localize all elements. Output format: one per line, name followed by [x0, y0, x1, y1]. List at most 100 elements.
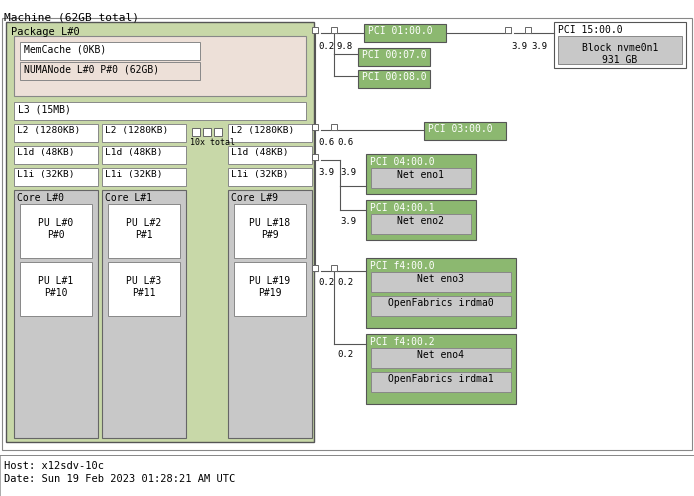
- FancyBboxPatch shape: [234, 262, 306, 316]
- Text: OpenFabrics irdma0: OpenFabrics irdma0: [388, 298, 494, 308]
- FancyBboxPatch shape: [102, 168, 186, 186]
- FancyBboxPatch shape: [14, 190, 98, 438]
- Text: PCI 15:00.0: PCI 15:00.0: [558, 25, 623, 35]
- FancyBboxPatch shape: [366, 200, 476, 240]
- Text: PCI 00:08.0: PCI 00:08.0: [362, 72, 427, 82]
- Text: PU L#2
P#1: PU L#2 P#1: [126, 218, 162, 240]
- Text: PCI 04:00.1: PCI 04:00.1: [370, 203, 434, 213]
- FancyBboxPatch shape: [20, 262, 92, 316]
- Text: L1i (32KB): L1i (32KB): [231, 170, 289, 179]
- Text: Net eno4: Net eno4: [418, 350, 464, 360]
- Text: 0.6: 0.6: [318, 138, 334, 147]
- Text: Core L#1: Core L#1: [105, 193, 152, 203]
- FancyBboxPatch shape: [312, 124, 318, 130]
- FancyBboxPatch shape: [0, 455, 694, 496]
- FancyBboxPatch shape: [554, 22, 686, 68]
- Text: PU L#18
P#9: PU L#18 P#9: [249, 218, 291, 240]
- Text: L3 (15MB): L3 (15MB): [18, 104, 71, 114]
- Text: Block nvme0n1
931 GB: Block nvme0n1 931 GB: [582, 43, 658, 64]
- Text: 3.9: 3.9: [511, 42, 527, 51]
- FancyBboxPatch shape: [331, 27, 337, 33]
- FancyBboxPatch shape: [14, 146, 98, 164]
- Text: PCI 04:00.0: PCI 04:00.0: [370, 157, 434, 167]
- Text: NUMANode L#0 P#0 (62GB): NUMANode L#0 P#0 (62GB): [24, 64, 159, 74]
- Text: OpenFabrics irdma1: OpenFabrics irdma1: [388, 374, 494, 384]
- Text: 3.9: 3.9: [531, 42, 547, 51]
- FancyBboxPatch shape: [228, 146, 312, 164]
- Text: Core L#9: Core L#9: [231, 193, 278, 203]
- FancyBboxPatch shape: [371, 214, 471, 234]
- FancyBboxPatch shape: [228, 190, 312, 438]
- Text: 0.2: 0.2: [318, 42, 334, 51]
- FancyBboxPatch shape: [371, 272, 511, 292]
- FancyBboxPatch shape: [366, 334, 516, 404]
- FancyBboxPatch shape: [228, 168, 312, 186]
- FancyBboxPatch shape: [20, 62, 200, 80]
- FancyBboxPatch shape: [20, 204, 92, 258]
- Text: 0.2: 0.2: [318, 278, 334, 287]
- Text: Date: Sun 19 Feb 2023 01:28:21 AM UTC: Date: Sun 19 Feb 2023 01:28:21 AM UTC: [4, 474, 235, 484]
- FancyBboxPatch shape: [14, 124, 98, 142]
- Text: PU L#0
P#0: PU L#0 P#0: [38, 218, 74, 240]
- Text: 0.6: 0.6: [337, 138, 353, 147]
- FancyBboxPatch shape: [192, 128, 200, 136]
- FancyBboxPatch shape: [228, 124, 312, 142]
- FancyBboxPatch shape: [102, 124, 186, 142]
- FancyBboxPatch shape: [371, 296, 511, 316]
- Text: 3.9: 3.9: [340, 168, 356, 177]
- FancyBboxPatch shape: [102, 190, 186, 438]
- Text: L1d (48KB): L1d (48KB): [17, 148, 74, 157]
- FancyBboxPatch shape: [358, 70, 430, 88]
- Text: L2 (1280KB): L2 (1280KB): [17, 126, 81, 135]
- Text: 3.9: 3.9: [318, 168, 334, 177]
- Text: Machine (62GB total): Machine (62GB total): [4, 12, 139, 22]
- Text: PU L#3
P#11: PU L#3 P#11: [126, 276, 162, 298]
- FancyBboxPatch shape: [525, 27, 531, 33]
- Text: L1i (32KB): L1i (32KB): [17, 170, 74, 179]
- FancyBboxPatch shape: [6, 22, 314, 442]
- FancyBboxPatch shape: [234, 204, 306, 258]
- Text: PU L#1
P#10: PU L#1 P#10: [38, 276, 74, 298]
- Text: PCI 01:00.0: PCI 01:00.0: [368, 26, 432, 36]
- Text: PCI 03:00.0: PCI 03:00.0: [428, 124, 493, 134]
- FancyBboxPatch shape: [364, 24, 446, 42]
- Text: Net eno1: Net eno1: [398, 170, 444, 180]
- FancyBboxPatch shape: [358, 48, 430, 66]
- Text: 9.8: 9.8: [337, 42, 353, 51]
- Text: 3.9: 3.9: [340, 217, 356, 226]
- FancyBboxPatch shape: [331, 124, 337, 130]
- Text: L1d (48KB): L1d (48KB): [105, 148, 162, 157]
- Text: L1d (48KB): L1d (48KB): [231, 148, 289, 157]
- Text: PCI f4:00.2: PCI f4:00.2: [370, 337, 434, 347]
- FancyBboxPatch shape: [108, 262, 180, 316]
- FancyBboxPatch shape: [214, 128, 222, 136]
- Text: PCI f4:00.0: PCI f4:00.0: [370, 261, 434, 271]
- FancyBboxPatch shape: [20, 42, 200, 60]
- FancyBboxPatch shape: [331, 265, 337, 271]
- Text: 0.2: 0.2: [337, 278, 353, 287]
- Text: Core L#0: Core L#0: [17, 193, 64, 203]
- Text: PU L#19
P#19: PU L#19 P#19: [249, 276, 291, 298]
- FancyBboxPatch shape: [558, 36, 682, 64]
- Text: 0.2: 0.2: [337, 350, 353, 359]
- FancyBboxPatch shape: [14, 102, 306, 120]
- FancyBboxPatch shape: [424, 122, 506, 140]
- FancyBboxPatch shape: [505, 27, 511, 33]
- FancyBboxPatch shape: [312, 265, 318, 271]
- FancyBboxPatch shape: [366, 154, 476, 194]
- Text: Net eno3: Net eno3: [418, 274, 464, 284]
- FancyBboxPatch shape: [366, 258, 516, 328]
- FancyBboxPatch shape: [312, 27, 318, 33]
- Text: Host: x12sdv-10c: Host: x12sdv-10c: [4, 461, 104, 471]
- FancyBboxPatch shape: [203, 128, 211, 136]
- FancyBboxPatch shape: [14, 168, 98, 186]
- Text: Package L#0: Package L#0: [11, 27, 80, 37]
- Text: Net eno2: Net eno2: [398, 216, 444, 226]
- FancyBboxPatch shape: [371, 348, 511, 368]
- FancyBboxPatch shape: [371, 372, 511, 392]
- FancyBboxPatch shape: [371, 168, 471, 188]
- Text: L2 (1280KB): L2 (1280KB): [231, 126, 294, 135]
- FancyBboxPatch shape: [2, 18, 692, 450]
- FancyBboxPatch shape: [108, 204, 180, 258]
- FancyBboxPatch shape: [14, 36, 306, 96]
